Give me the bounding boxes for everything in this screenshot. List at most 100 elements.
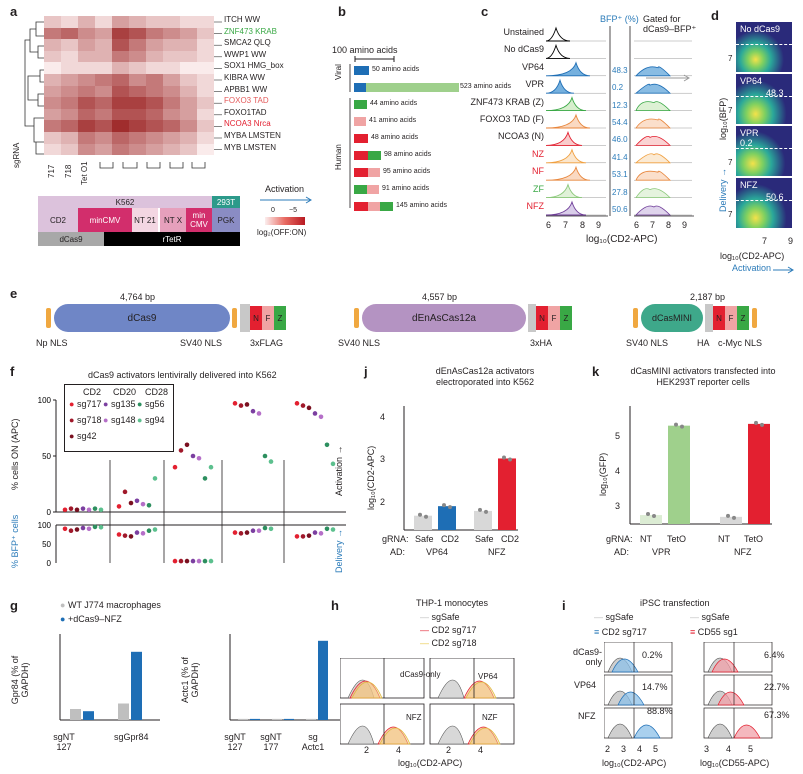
bar: [748, 423, 770, 524]
i-val2-1: 22.7%: [764, 682, 790, 692]
bar-point: [732, 515, 736, 520]
g-bars: [59, 634, 340, 721]
f-point-bot: [74, 527, 80, 532]
heatmap-cell: [112, 120, 129, 132]
heatmap-cell: [112, 97, 129, 109]
i-val1-1: 14.7%: [642, 682, 668, 692]
legend-sg42: sg42: [76, 431, 97, 441]
legend-cd20: CD20: [113, 387, 137, 397]
f-point-bot: [324, 526, 330, 532]
f-point-top: [178, 448, 184, 453]
f-point-bot: [190, 558, 196, 564]
heatmap-cell: [163, 132, 180, 144]
f-ytick: 0: [47, 508, 52, 517]
heatmap-cell: [112, 108, 129, 121]
heatmap-row-label: ITCH WW: [224, 15, 260, 24]
heatmap-cell: [197, 50, 214, 63]
f-point-top: [196, 455, 202, 461]
f-delivery: Delivery →: [334, 528, 344, 573]
k-ad-1: NFZ: [734, 547, 752, 557]
j-grna-3: CD2: [501, 534, 520, 544]
c-row-percent: 54.4: [612, 118, 628, 127]
i-hist-target: [711, 658, 739, 673]
c-histogram: [546, 96, 587, 112]
heatmap-cell: [95, 97, 112, 109]
f-point-top: [324, 442, 330, 448]
heatmap-cell: [112, 74, 129, 86]
heatmap-cell: [163, 27, 180, 40]
f-point-top: [128, 500, 134, 506]
j-title: dEnAsCas12a activators electroporated in…: [435, 366, 535, 387]
panel-letter-b: b: [338, 4, 346, 19]
h-legend-718: CD2 sg718: [431, 638, 477, 648]
heatmap-cell: [112, 143, 129, 156]
f-point-top: [202, 476, 208, 481]
aa-scale-label: 100 amino acids: [332, 45, 398, 55]
heatmap-cell: [197, 27, 214, 40]
i-xtick1-2: 2: [605, 744, 611, 754]
f-point-top: [232, 401, 238, 406]
aa-zf: 91 amino acids: [382, 185, 430, 192]
f-point-top: [134, 498, 140, 504]
density-plot: VP64 48.3: [736, 74, 792, 124]
k562-bar: K562: [38, 196, 212, 208]
heatmap-cell: [197, 108, 214, 121]
g-legend-nfz: +dCas9–NFZ: [67, 614, 122, 624]
density-value: 0.2: [740, 138, 753, 148]
sv40-nls-2: [354, 308, 359, 328]
bar-point: [502, 455, 506, 460]
i-val1-0: 0.2%: [642, 650, 663, 660]
c-row-percent: 12.3: [612, 100, 628, 110]
c-gated-histogram: [634, 153, 671, 164]
g-x2-2: sg Actc1: [301, 732, 325, 752]
heatmap-cell: [197, 143, 214, 156]
heatmap-cell: [180, 108, 197, 121]
i-hist-safe: [707, 723, 733, 739]
col-label-718: 718: [64, 164, 73, 178]
heatmap-cell: [112, 27, 129, 40]
c3-size: 2,187 bp: [690, 292, 726, 302]
heatmap-cell: [146, 39, 163, 51]
bar-point: [652, 514, 656, 519]
f-point-bot: [116, 532, 122, 537]
bar-point: [754, 420, 758, 425]
j-ad-1: NFZ: [488, 547, 506, 557]
i-legend2-safe: sgSafe: [701, 612, 730, 622]
f-point-bot: [92, 524, 98, 530]
c-row-label: VPR: [525, 79, 544, 90]
heatmap-cell: [78, 120, 95, 132]
g-bar: [131, 651, 142, 720]
legend-sg717: sg717: [76, 399, 102, 409]
g-bar: [306, 718, 316, 720]
heatmap-cell: [95, 143, 112, 156]
i-val2-2: 67.3%: [764, 710, 790, 720]
f-point-bot: [98, 524, 104, 530]
heatmap-cell: [129, 85, 146, 98]
density-panel-title: VP64: [740, 76, 763, 86]
heatmap-cell: [44, 62, 61, 74]
g-bar: [118, 703, 129, 720]
k-ad-label: AD:: [614, 547, 630, 557]
heatmap-cell: [197, 85, 214, 98]
f-point-bot: [80, 525, 86, 531]
activation-label: Activation: [265, 184, 305, 194]
dcasmini-domain: dCasMINI: [641, 304, 703, 332]
density-plot: No dCas9: [736, 22, 792, 72]
legend-cd28: CD28: [145, 387, 169, 397]
legend-sg135: sg135: [110, 399, 136, 409]
f-point-bot: [196, 558, 202, 564]
f-ylabel-top: % cells ON (APC): [10, 418, 20, 490]
legend-cd2: CD2: [83, 387, 102, 397]
h-xtick-2: 4: [396, 745, 402, 755]
dcas9-domain: dCas9: [54, 304, 230, 332]
heatmap-cell: [163, 143, 180, 156]
pgk-box: PGK: [212, 208, 240, 232]
f-ytick-bot: 50: [42, 540, 51, 549]
f-point-top: [146, 502, 152, 508]
f-point-top: [318, 414, 324, 420]
vp64-domain: [354, 66, 369, 75]
heatmap-cell: [44, 27, 61, 40]
heatmap-cell: [180, 85, 197, 98]
f-point-top: [262, 453, 268, 459]
g-bar: [250, 718, 260, 720]
